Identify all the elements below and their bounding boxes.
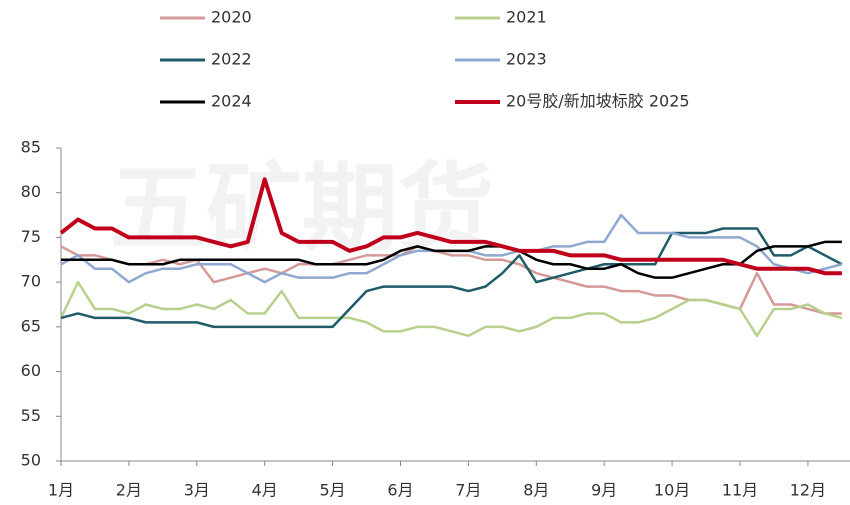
- x-tick-label: 2月: [116, 481, 142, 500]
- y-tick-label: 70: [21, 272, 41, 291]
- x-tick-label: 5月: [320, 481, 346, 500]
- x-tick-label: 10月: [654, 481, 690, 500]
- legend-label: 2022: [211, 50, 252, 69]
- x-tick-label: 7月: [455, 481, 481, 500]
- y-tick-label: 50: [21, 451, 41, 470]
- legend-label: 20号胶/新加坡标胶 2025: [506, 92, 690, 111]
- y-tick-label: 80: [21, 182, 41, 201]
- x-tick-label: 8月: [523, 481, 549, 500]
- x-tick-label: 1月: [48, 481, 74, 500]
- y-tick-label: 65: [21, 316, 41, 335]
- x-tick-label: 3月: [184, 481, 210, 500]
- x-tick-label: 12月: [790, 481, 826, 500]
- y-tick-label: 55: [21, 406, 41, 425]
- x-tick-label: 6月: [387, 481, 413, 500]
- y-tick-label: 75: [21, 227, 41, 246]
- series-line: [59, 280, 843, 338]
- y-tick-label: 85: [21, 138, 41, 157]
- series-line: [60, 227, 843, 329]
- legend-label: 2020: [211, 8, 252, 27]
- legend-label: 2024: [211, 92, 252, 111]
- x-tick-label: 4月: [252, 481, 278, 500]
- x-tick-label: 11月: [722, 481, 758, 500]
- legend-label: 2021: [506, 8, 547, 27]
- watermark: 五矿期货: [110, 152, 494, 264]
- series-line: [59, 177, 842, 276]
- x-tick-label: 9月: [591, 481, 617, 500]
- y-tick-label: 60: [21, 361, 41, 380]
- series-line: [61, 240, 842, 279]
- legend-label: 2023: [506, 50, 547, 69]
